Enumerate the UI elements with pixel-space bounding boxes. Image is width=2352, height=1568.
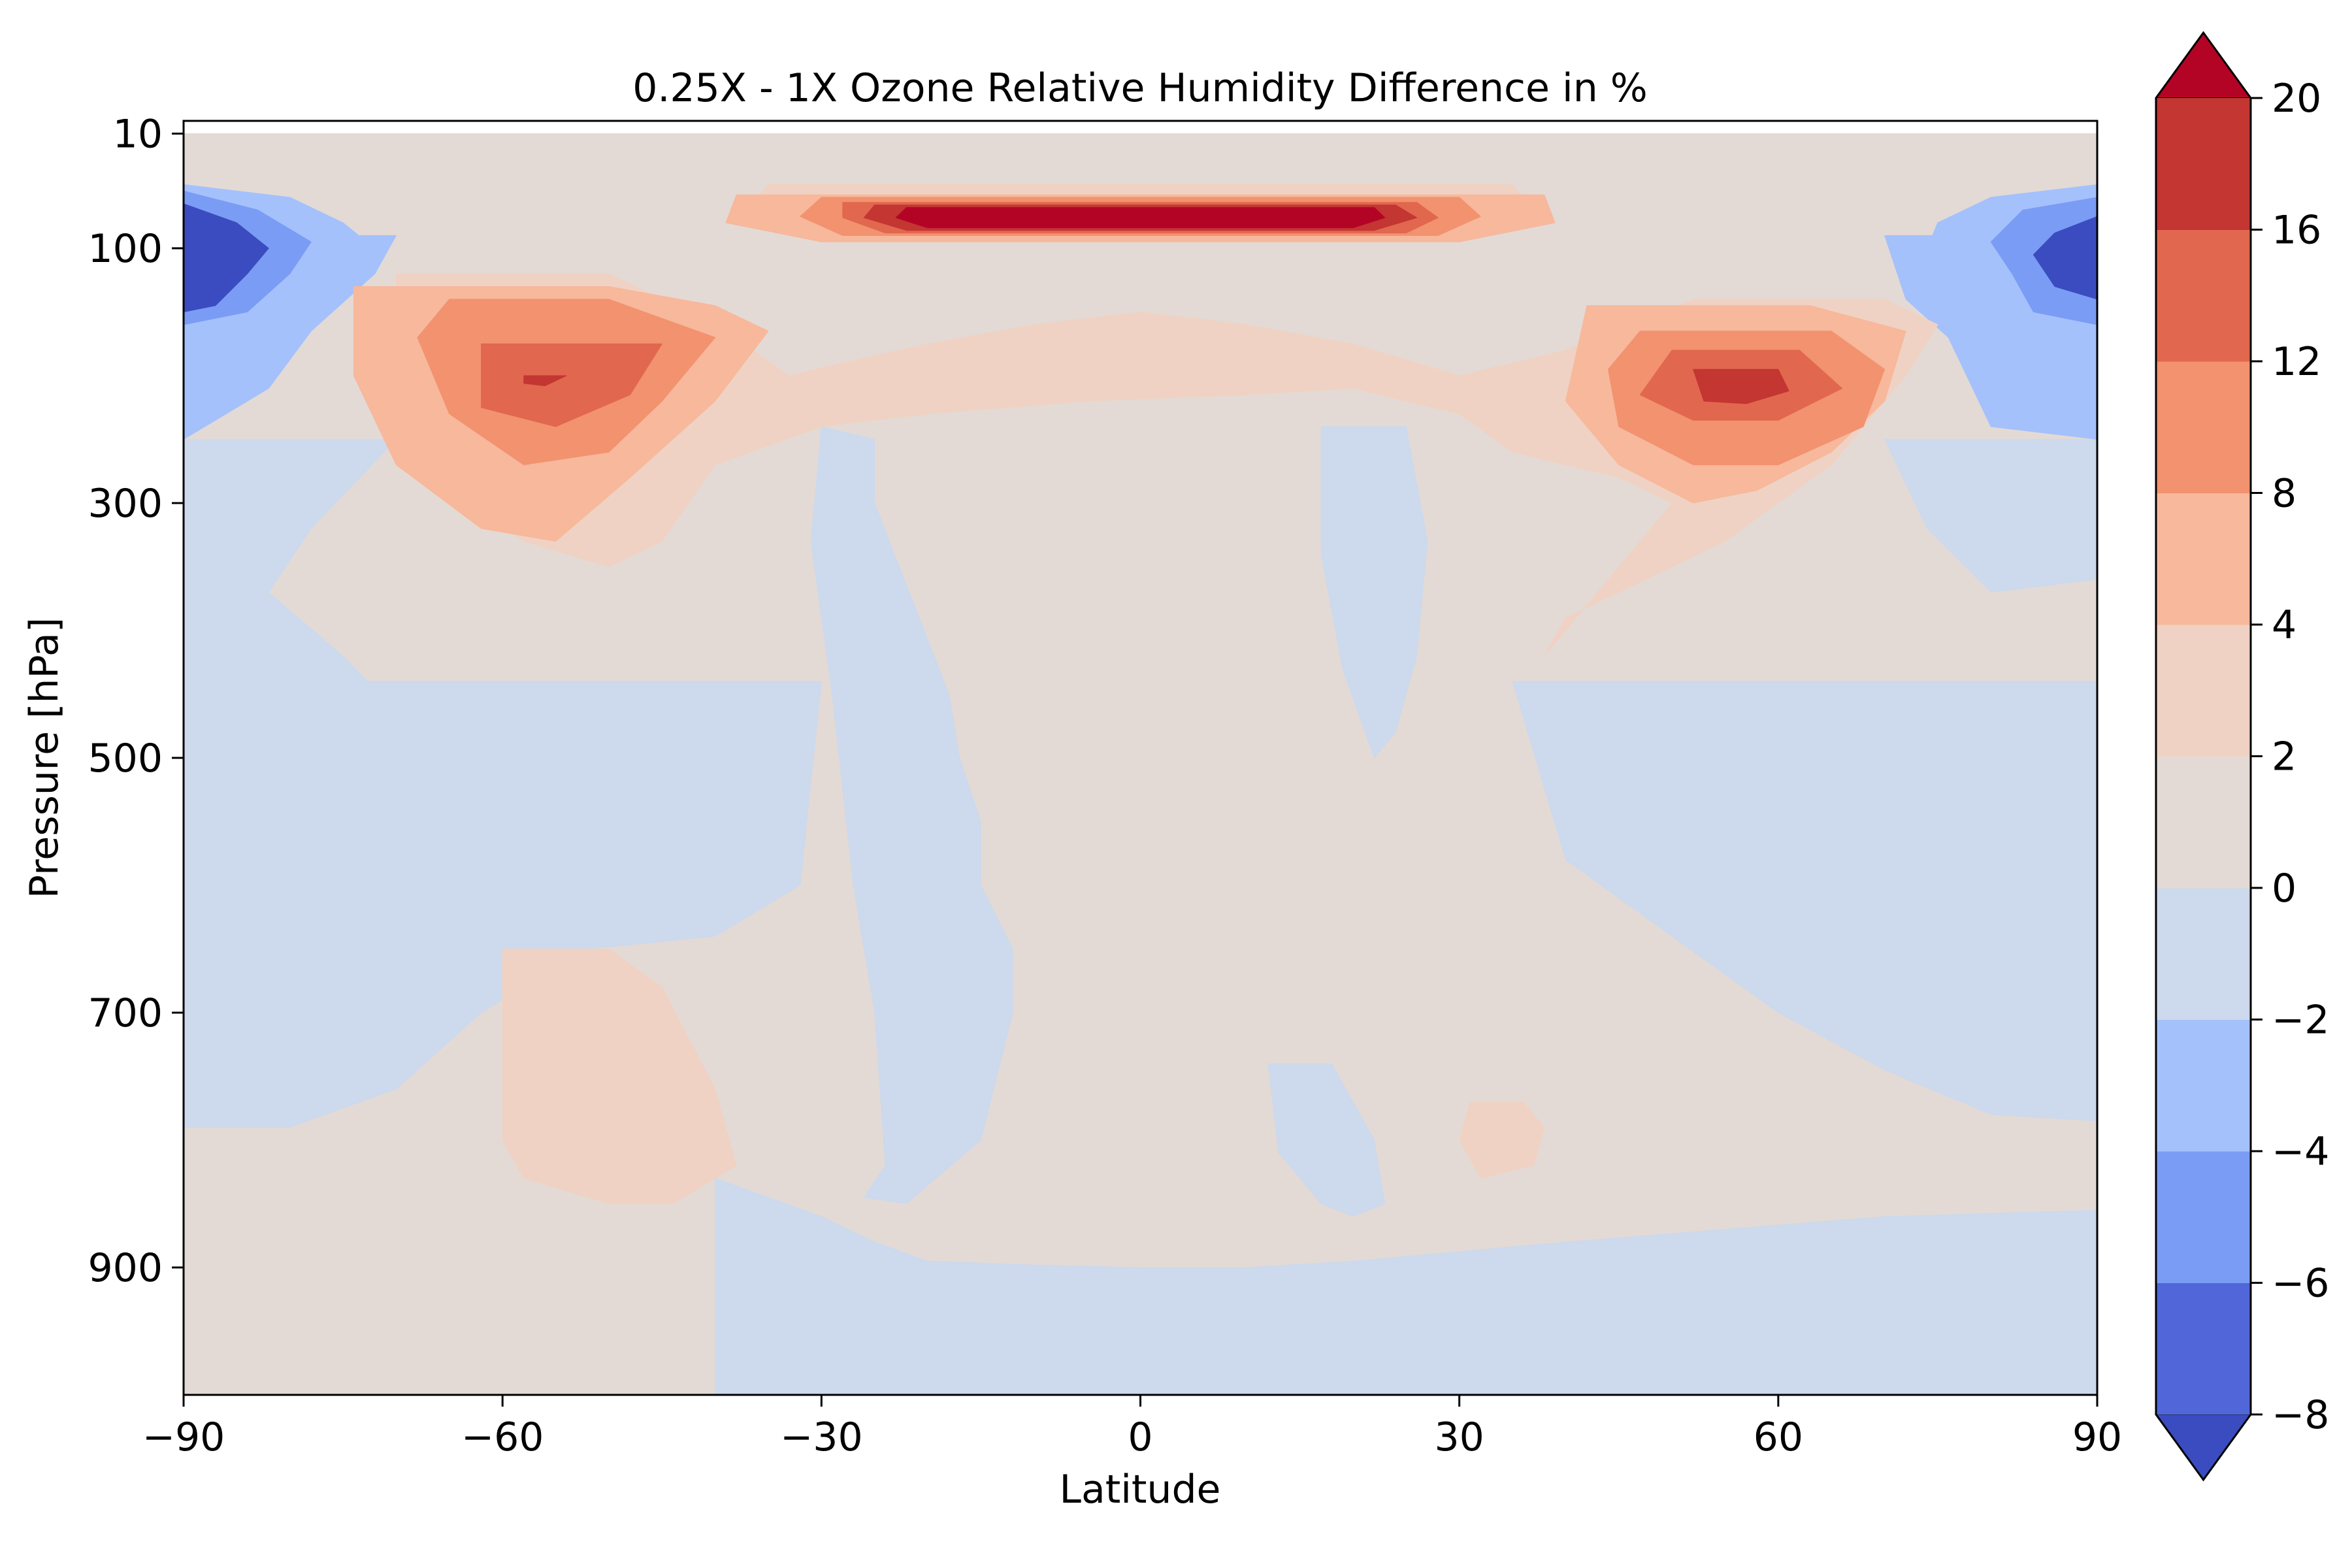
colorbar-segment: [2156, 1019, 2251, 1152]
x-axis-label: Latitude: [1060, 1467, 1221, 1512]
colorbar-segment: [2156, 229, 2251, 362]
x-tick-label: 60: [1754, 1414, 1803, 1460]
x-tick-label: −60: [461, 1414, 544, 1460]
contour-region: [523, 375, 567, 387]
colorbar-segment: [2156, 98, 2251, 230]
colorbar-segment: [2156, 756, 2251, 889]
colorbar-tick-label: 12: [2272, 339, 2321, 385]
colorbar-tick-label: 4: [2272, 602, 2296, 648]
colorbar-tick-label: 20: [2272, 76, 2321, 122]
colorbar-tick-label: 0: [2272, 866, 2296, 911]
contour-region: [481, 343, 662, 427]
y-tick-label: 900: [88, 1245, 163, 1291]
y-axis-label: Pressure [hPa]: [22, 617, 67, 898]
contour-region: [1990, 821, 2097, 911]
colorbar-tick-label: 2: [2272, 734, 2296, 780]
x-tick-label: −30: [780, 1414, 863, 1460]
contour-region: [395, 273, 1938, 657]
chart-title: 0.25X - 1X Ozone Relative Humidity Diffe…: [632, 65, 1648, 111]
contour-region: [895, 207, 1386, 229]
colorbar: −8 −6 −4 −2 0 2 4 8 12 16 20: [2155, 31, 2329, 1482]
colorbar-tick-label: −2: [2272, 998, 2329, 1043]
x-axis: −90 −60 −30 0 30 60 90: [142, 1395, 2122, 1460]
colorbar-segment: [2156, 625, 2251, 757]
colorbar-segment: [2156, 1282, 2251, 1415]
y-axis: 10 100 300 500 700 900: [88, 112, 184, 1291]
x-tick-label: 30: [1434, 1414, 1484, 1460]
contour-region: [1884, 439, 2097, 593]
contour-region: [1459, 1102, 1545, 1179]
y-tick-label: 10: [113, 112, 163, 157]
contour-region: [184, 439, 418, 886]
x-tick-label: 0: [1128, 1414, 1152, 1460]
contour-region: [715, 1178, 2097, 1395]
colorbar-tick-label: −8: [2272, 1392, 2329, 1438]
colorbar-tick-label: 8: [2272, 471, 2296, 517]
colorbar-segment: [2156, 493, 2251, 625]
contour-region: [1320, 426, 1428, 759]
contour-region: [1693, 368, 1789, 404]
colorbar-segment: [2156, 361, 2251, 493]
contour-plot-area: [184, 133, 2097, 1395]
y-tick-label: 500: [88, 736, 163, 781]
contour-region: [1799, 847, 1832, 918]
y-tick-label: 300: [88, 481, 163, 527]
contour-region: [184, 203, 269, 312]
colorbar-segment: [2156, 1151, 2251, 1283]
y-tick-label: 100: [88, 226, 163, 272]
contour-region: [2033, 216, 2097, 300]
contour-region: [1267, 1063, 1386, 1217]
contour-region: [502, 949, 737, 1204]
contour-region: [810, 426, 1013, 1204]
x-tick-label: −90: [142, 1414, 225, 1460]
colorbar-tick-label: 16: [2272, 208, 2321, 253]
colorbar-tick-label: −4: [2272, 1129, 2329, 1175]
y-tick-label: 700: [88, 990, 163, 1036]
colorbar-tick-label: −6: [2272, 1261, 2329, 1307]
x-tick-label: 90: [2072, 1414, 2122, 1460]
colorbar-segment: [2156, 888, 2251, 1020]
